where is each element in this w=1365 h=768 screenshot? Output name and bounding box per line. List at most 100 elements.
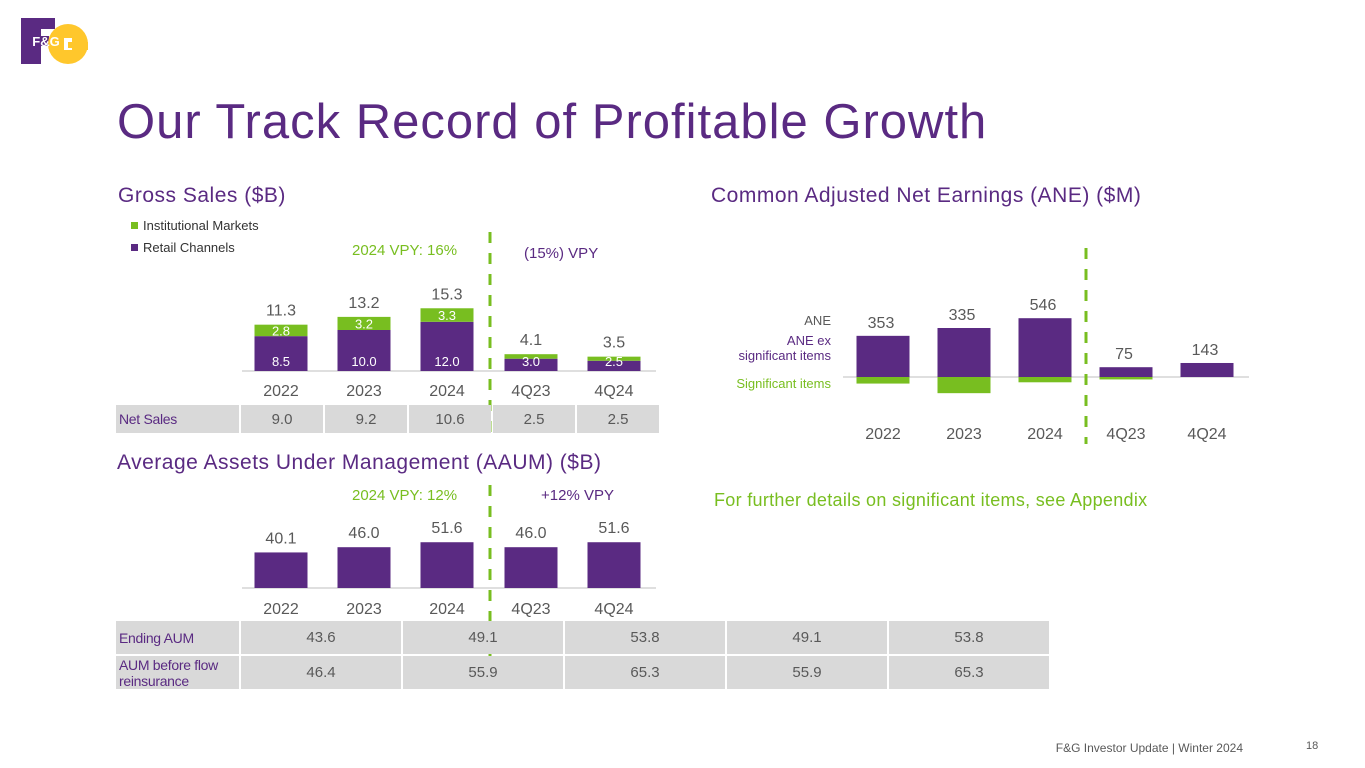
retail-bar-label: 3.0 <box>522 354 540 369</box>
total-label: 15.3 <box>431 286 462 303</box>
aum-row-ending: Ending AUM 43.6 49.1 53.8 49.1 53.8 <box>116 621 1049 654</box>
aum-before-reinsurance-label: AUM before flow reinsurance <box>116 656 239 689</box>
ane-legend-label: ANE <box>804 313 831 328</box>
category-tick-label: 2023 <box>946 426 982 443</box>
category-tick-label: 2022 <box>263 383 299 400</box>
category-tick-label: 2022 <box>263 601 299 618</box>
institutional-bar <box>337 316 391 330</box>
significant-items-bar <box>937 377 991 394</box>
gross-sales-title: Gross Sales ($B) <box>118 184 286 207</box>
page-title: Our Track Record of Profitable Growth <box>117 95 988 149</box>
footer-text: F&G Investor Update | Winter 2024 <box>1055 741 1243 755</box>
aaum-bar <box>337 547 391 588</box>
aaum-value-label: 51.6 <box>598 520 629 537</box>
ane-value-label: 335 <box>949 307 976 324</box>
aaum-value-label: 40.1 <box>265 530 296 547</box>
net-sales-cell: 2.5 <box>493 405 575 433</box>
institutional-bar <box>587 356 641 361</box>
significant-items-bar <box>1018 377 1072 383</box>
aaum-bar <box>587 542 641 588</box>
category-tick-label: 2024 <box>429 383 465 400</box>
aum-cell: 53.8 <box>565 621 725 654</box>
retail-bar <box>420 321 474 371</box>
ane-title: Common Adjusted Net Earnings (ANE) ($M) <box>711 184 1142 207</box>
retail-bar-label: 12.0 <box>434 354 459 369</box>
aum-cell: 65.3 <box>565 656 725 689</box>
ane-ex-legend-label-line: significant items <box>739 348 832 363</box>
aaum-value-label: 46.0 <box>515 525 546 542</box>
category-tick-label: 4Q23 <box>1106 426 1145 443</box>
aaum-annual-vpy: 2024 VPY: 12% <box>352 487 458 504</box>
institutional-bar <box>254 324 308 337</box>
legend-retail-label: Retail Channels <box>143 240 235 255</box>
legend-institutional: Institutional Markets <box>131 218 259 233</box>
retail-bar <box>587 360 641 371</box>
significant-items-bar <box>1099 377 1153 380</box>
aum-cell: 53.8 <box>889 621 1049 654</box>
aum-cell: 46.4 <box>241 656 401 689</box>
category-tick-label: 2023 <box>346 601 382 618</box>
significant-items-bar <box>856 377 910 384</box>
total-label: 4.1 <box>520 332 542 349</box>
institutional-bar-label: 3.2 <box>355 316 373 331</box>
retail-bar <box>337 330 391 371</box>
aum-cell: 49.1 <box>727 621 887 654</box>
category-tick-label: 4Q23 <box>511 383 550 400</box>
legend-institutional-label: Institutional Markets <box>143 218 259 233</box>
retail-bar <box>254 336 308 371</box>
logo-text: F&G <box>32 34 59 49</box>
total-label: 11.3 <box>266 303 296 320</box>
institutional-bar-label: 2.8 <box>272 323 290 338</box>
category-tick-label: 4Q24 <box>594 601 633 618</box>
category-tick-label: 2022 <box>865 426 901 443</box>
total-label: 13.2 <box>348 295 379 312</box>
retail-bar-label: 8.5 <box>272 354 290 369</box>
ane-ex-bar <box>1180 362 1234 377</box>
aaum-value-label: 46.0 <box>348 525 379 542</box>
aum-cell: 49.1 <box>403 621 563 654</box>
gross-sales-quarter-vpy: (15%) VPY <box>524 245 599 262</box>
net-sales-table: Net Sales 9.0 9.2 10.6 2.5 2.5 <box>114 403 661 435</box>
ane-ex-bar <box>856 335 910 377</box>
legend-swatch-purple <box>131 244 138 251</box>
ane-ex-bar <box>1018 318 1072 377</box>
retail-bar-label: 10.0 <box>351 354 376 369</box>
institutional-bar <box>420 308 474 322</box>
total-label: 3.5 <box>603 335 625 352</box>
ane-ex-legend-label-line: ANE ex <box>787 333 832 348</box>
aaum-quarter-vpy: +12% VPY <box>541 487 614 504</box>
aum-cell: 65.3 <box>889 656 1049 689</box>
gross-sales-annual-vpy: 2024 VPY: 16% <box>352 242 458 259</box>
ane-ex-legend-label: ANE ex significant items <box>739 333 832 363</box>
ane-value-label: 75 <box>1115 346 1133 363</box>
net-sales-cell: 9.0 <box>241 405 323 433</box>
ane-value-label: 546 <box>1030 297 1057 314</box>
net-sales-cell: 2.5 <box>577 405 659 433</box>
category-tick-label: 4Q23 <box>511 601 550 618</box>
aum-table: Ending AUM 43.6 49.1 53.8 49.1 53.8 AUM … <box>114 619 1051 691</box>
category-tick-label: 2024 <box>1027 426 1063 443</box>
ane-value-label: 143 <box>1192 342 1219 359</box>
fg-logo: F&G <box>21 18 88 64</box>
aum-cell: 55.9 <box>403 656 563 689</box>
aaum-bar <box>254 552 308 588</box>
net-sales-cell: 9.2 <box>325 405 407 433</box>
legend-swatch-green <box>131 222 138 229</box>
category-tick-label: 2023 <box>346 383 382 400</box>
institutional-bar <box>504 354 558 359</box>
aaum-bar <box>504 547 558 588</box>
net-sales-label: Net Sales <box>116 405 239 433</box>
retail-bar-label: 2.5 <box>605 354 623 369</box>
aum-cell: 55.9 <box>727 656 887 689</box>
aaum-bar <box>420 542 474 588</box>
ane-ex-bar <box>1099 367 1153 377</box>
ending-aum-label: Ending AUM <box>116 621 239 654</box>
net-sales-cell: 10.6 <box>409 405 491 433</box>
category-tick-label: 4Q24 <box>594 383 633 400</box>
ane-value-label: 353 <box>868 315 895 332</box>
category-tick-label: 4Q24 <box>1187 426 1226 443</box>
ane-ex-bar <box>937 328 991 377</box>
